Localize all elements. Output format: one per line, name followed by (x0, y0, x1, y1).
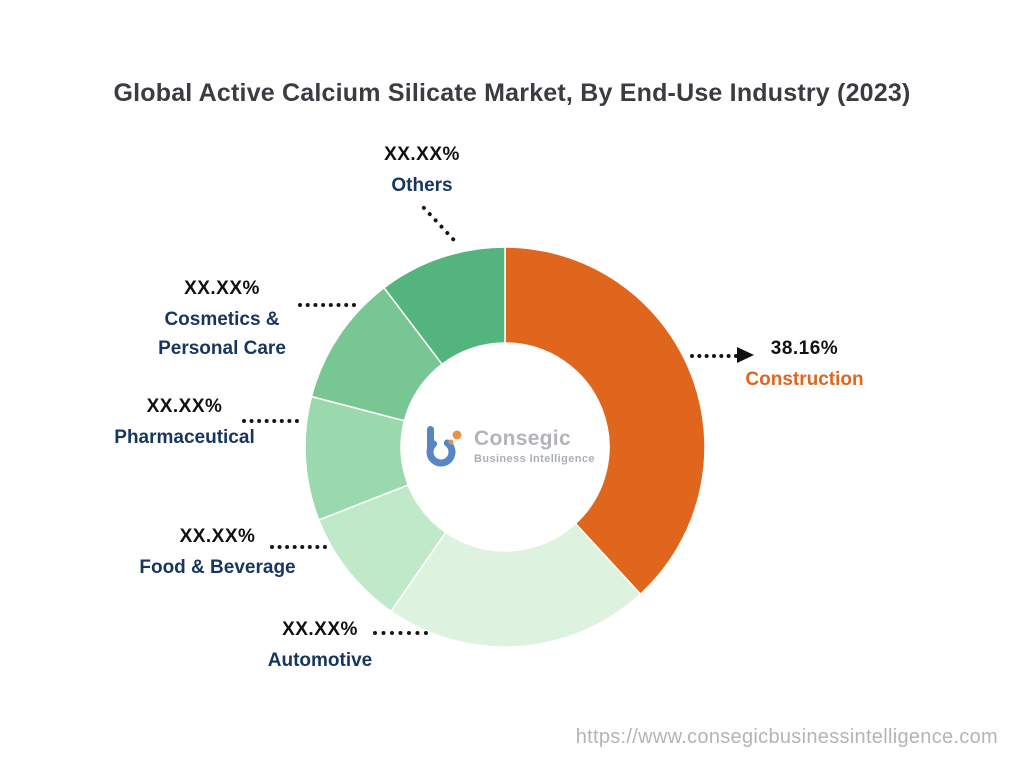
leader-line-construction (690, 354, 738, 358)
leader-line-automotive (373, 631, 428, 635)
category-name: Cosmetics & Personal Care (158, 309, 286, 360)
donut-svg (304, 246, 706, 648)
leader-line-cosmetics (298, 303, 356, 307)
consegic-logo-icon (426, 426, 462, 467)
label-others: XX.XX% Others (347, 144, 497, 200)
category-name: Pharmaceutical (114, 427, 255, 448)
watermark-url: https://www.consegicbusinessintelligence… (575, 726, 998, 748)
category-name: Automotive (267, 650, 373, 671)
percent-value: XX.XX% (282, 619, 358, 640)
logo-text: Consegic Business Intelligence (474, 427, 595, 464)
label-automotive: XX.XX% Automotive (245, 619, 395, 675)
donut-chart (295, 237, 715, 657)
category-name: Others (391, 175, 453, 196)
donut-segment-others (382, 246, 506, 366)
leader-line-pharmaceutical (242, 419, 299, 423)
donut-segment-construction (504, 246, 706, 596)
logo-name: Consegic (474, 427, 571, 451)
label-construction: 38.16% Construction (732, 338, 877, 394)
percent-value: XX.XX% (184, 278, 260, 299)
percent-value: XX.XX% (179, 526, 256, 547)
label-food-beverage: XX.XX% Food & Beverage (130, 526, 305, 582)
page-title: Global Active Calcium Silicate Market, B… (113, 79, 911, 107)
percent-value: XX.XX% (384, 144, 460, 165)
percent-value: 38.16% (770, 338, 839, 359)
category-name: Food & Beverage (139, 557, 296, 578)
category-name: Construction (745, 369, 864, 390)
logo-subtitle: Business Intelligence (474, 452, 595, 465)
label-cosmetics-personal-care: XX.XX% Cosmetics & Personal Care (142, 278, 302, 364)
arrow-icon (737, 347, 754, 363)
donut-segment-automotive (389, 522, 642, 648)
percent-value: XX.XX% (146, 396, 223, 417)
chart-center-logo: Consegic Business Intelligence (420, 416, 600, 476)
label-pharmaceutical: XX.XX% Pharmaceutical (102, 396, 267, 452)
leader-line-food-beverage (270, 545, 327, 549)
